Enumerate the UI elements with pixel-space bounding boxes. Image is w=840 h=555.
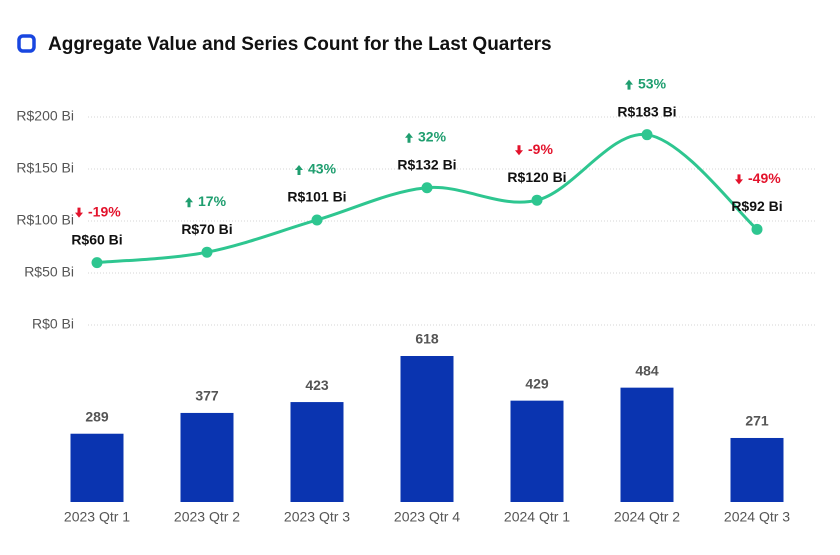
point [641, 129, 653, 141]
value-label: R$60 Bi [71, 231, 122, 247]
point [751, 223, 763, 235]
change-text: -19% [88, 203, 121, 219]
y-tick-label: R$0 Bi [32, 316, 74, 332]
value-label: R$70 Bi [181, 221, 232, 237]
bar [180, 412, 234, 502]
value-label: R$120 Bi [507, 169, 566, 185]
change-arrow [75, 207, 83, 218]
bar [70, 433, 124, 502]
change-label: 32% [405, 128, 447, 144]
x-tick-label: 2024 Qtr 3 [724, 509, 790, 525]
change-text: -49% [748, 170, 781, 186]
bar [290, 402, 344, 502]
change-arrow [295, 164, 303, 175]
change-label: 17% [185, 193, 227, 209]
line [96, 133, 758, 265]
bar-label: 289 [85, 408, 109, 424]
point [531, 194, 543, 206]
change-label: 53% [625, 75, 667, 91]
x-tick-label: 2024 Qtr 2 [614, 509, 680, 525]
change-label: -9% [515, 141, 553, 157]
change-text: 32% [418, 128, 447, 144]
bar-label: 484 [635, 362, 659, 378]
y-tick-label: R$200 Bi [16, 108, 74, 124]
value-label: R$132 Bi [397, 156, 456, 172]
change-arrow [185, 197, 193, 208]
change-text: -9% [528, 141, 553, 157]
point [91, 257, 103, 269]
change-text: 17% [198, 193, 227, 209]
x-tick-label: 2023 Qtr 4 [394, 509, 460, 525]
change-text: 53% [638, 75, 667, 91]
change-arrow [405, 132, 413, 143]
bar-label: 429 [525, 375, 549, 391]
bar [730, 437, 784, 502]
change-label: -19% [75, 203, 121, 219]
change-text: 43% [308, 161, 337, 177]
point [421, 182, 433, 194]
chart-title: Aggregate Value and Series Count for the… [48, 34, 552, 55]
bar-label: 271 [745, 413, 769, 429]
change-label: 43% [295, 161, 337, 177]
value-label: R$101 Bi [287, 189, 346, 205]
change-label: -49% [735, 170, 781, 186]
point [311, 214, 323, 226]
value-label: R$183 Bi [617, 103, 676, 119]
bar [510, 400, 564, 502]
title-icon [17, 34, 36, 53]
x-tick-label: 2024 Qtr 1 [504, 509, 570, 525]
x-tick-label: 2023 Qtr 3 [284, 509, 350, 525]
x-tick-label: 2023 Qtr 2 [174, 509, 240, 525]
bar-label: 423 [305, 377, 329, 393]
x-tick-label: 2023 Qtr 1 [64, 509, 130, 525]
bar-label: 618 [415, 331, 439, 347]
value-label: R$92 Bi [731, 198, 782, 214]
y-tick-label: R$50 Bi [24, 264, 74, 280]
point [201, 246, 213, 258]
change-arrow [515, 145, 523, 156]
bar [400, 356, 454, 502]
bar-label: 377 [195, 388, 219, 404]
change-arrow [735, 174, 743, 185]
bar [620, 387, 674, 502]
y-tick-label: R$100 Bi [16, 212, 74, 228]
change-arrow [625, 79, 633, 90]
y-tick-label: R$150 Bi [16, 160, 74, 176]
